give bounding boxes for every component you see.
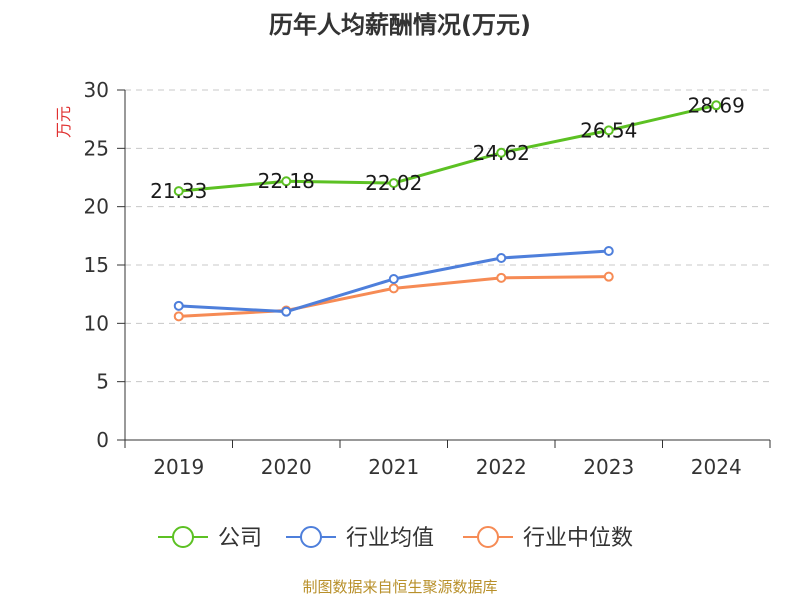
legend-marker-icon — [172, 526, 194, 548]
data-point-industry_median[interactable] — [496, 272, 507, 283]
legend-marker-icon — [477, 526, 499, 548]
axes: 0 5 10 15 20 25 30 2019 2020 2021 2022 2023 2024 — [84, 78, 771, 479]
y-tick-label: 0 — [96, 428, 109, 452]
y-tick-label: 20 — [84, 195, 109, 219]
data-point-company[interactable] — [388, 178, 399, 189]
data-label: 21.33 — [150, 179, 207, 203]
data-point-industry_avg[interactable] — [173, 300, 184, 311]
plot-area — [173, 100, 722, 322]
y-tick-label: 25 — [84, 136, 109, 160]
data-point-company[interactable] — [281, 176, 292, 187]
y-tick-label: 10 — [84, 311, 109, 335]
data-point-company[interactable] — [496, 147, 507, 158]
source-note: 制图数据来自恒生聚源数据库 — [302, 578, 497, 596]
data-label: 22.02 — [365, 171, 422, 195]
x-tick-label: 2019 — [153, 455, 204, 479]
legend-item-company[interactable]: 公司 — [158, 526, 262, 551]
data-point-industry_avg[interactable] — [281, 306, 292, 317]
x-tick-label: 2022 — [476, 455, 527, 479]
y-tick-label: 15 — [84, 253, 109, 277]
data-point-industry_median[interactable] — [603, 271, 614, 282]
legend-item-industry_avg[interactable]: 行业均值 — [286, 526, 434, 551]
x-tick-label: 2024 — [691, 455, 742, 479]
x-tick-label: 2023 — [583, 455, 634, 479]
data-point-industry_avg[interactable] — [496, 253, 507, 263]
series-industry_avg — [173, 246, 614, 317]
x-tick-label: 2021 — [368, 455, 419, 479]
data-point-industry_median[interactable] — [388, 283, 399, 294]
data-point-industry_avg[interactable] — [603, 246, 614, 256]
legend-label: 行业中位数 — [523, 526, 633, 551]
legend-item-industry_median[interactable]: 行业中位数 — [463, 526, 633, 551]
data-label: 24.62 — [473, 141, 530, 165]
legend-label: 行业均值 — [346, 526, 434, 551]
series-line-company — [178, 103, 717, 193]
legend-label: 公司 — [218, 526, 262, 551]
data-label: 28.69 — [688, 93, 745, 117]
data-labels: 21.33 22.18 22.02 24.62 26.54 28.69 — [150, 93, 745, 203]
y-axis-label: 万元 — [54, 106, 73, 138]
data-point-company[interactable] — [711, 100, 722, 111]
y-tick-label: 5 — [96, 370, 109, 394]
data-point-company[interactable] — [603, 125, 614, 136]
data-label: 26.54 — [580, 118, 637, 142]
data-point-industry_avg[interactable] — [388, 274, 399, 284]
legend-marker-icon — [300, 526, 322, 548]
chart-title: 历年人均薪酬情况(万元) — [269, 11, 531, 39]
gridlines — [125, 89, 770, 383]
data-point-industry_median[interactable] — [173, 311, 184, 322]
y-tick-label: 30 — [84, 78, 109, 102]
series-company — [173, 100, 722, 197]
data-point-company[interactable] — [173, 186, 184, 197]
x-tick-label: 2020 — [261, 455, 312, 479]
data-label: 22.18 — [258, 169, 315, 193]
legend: 公司 行业均值 行业中位数 — [158, 526, 633, 551]
